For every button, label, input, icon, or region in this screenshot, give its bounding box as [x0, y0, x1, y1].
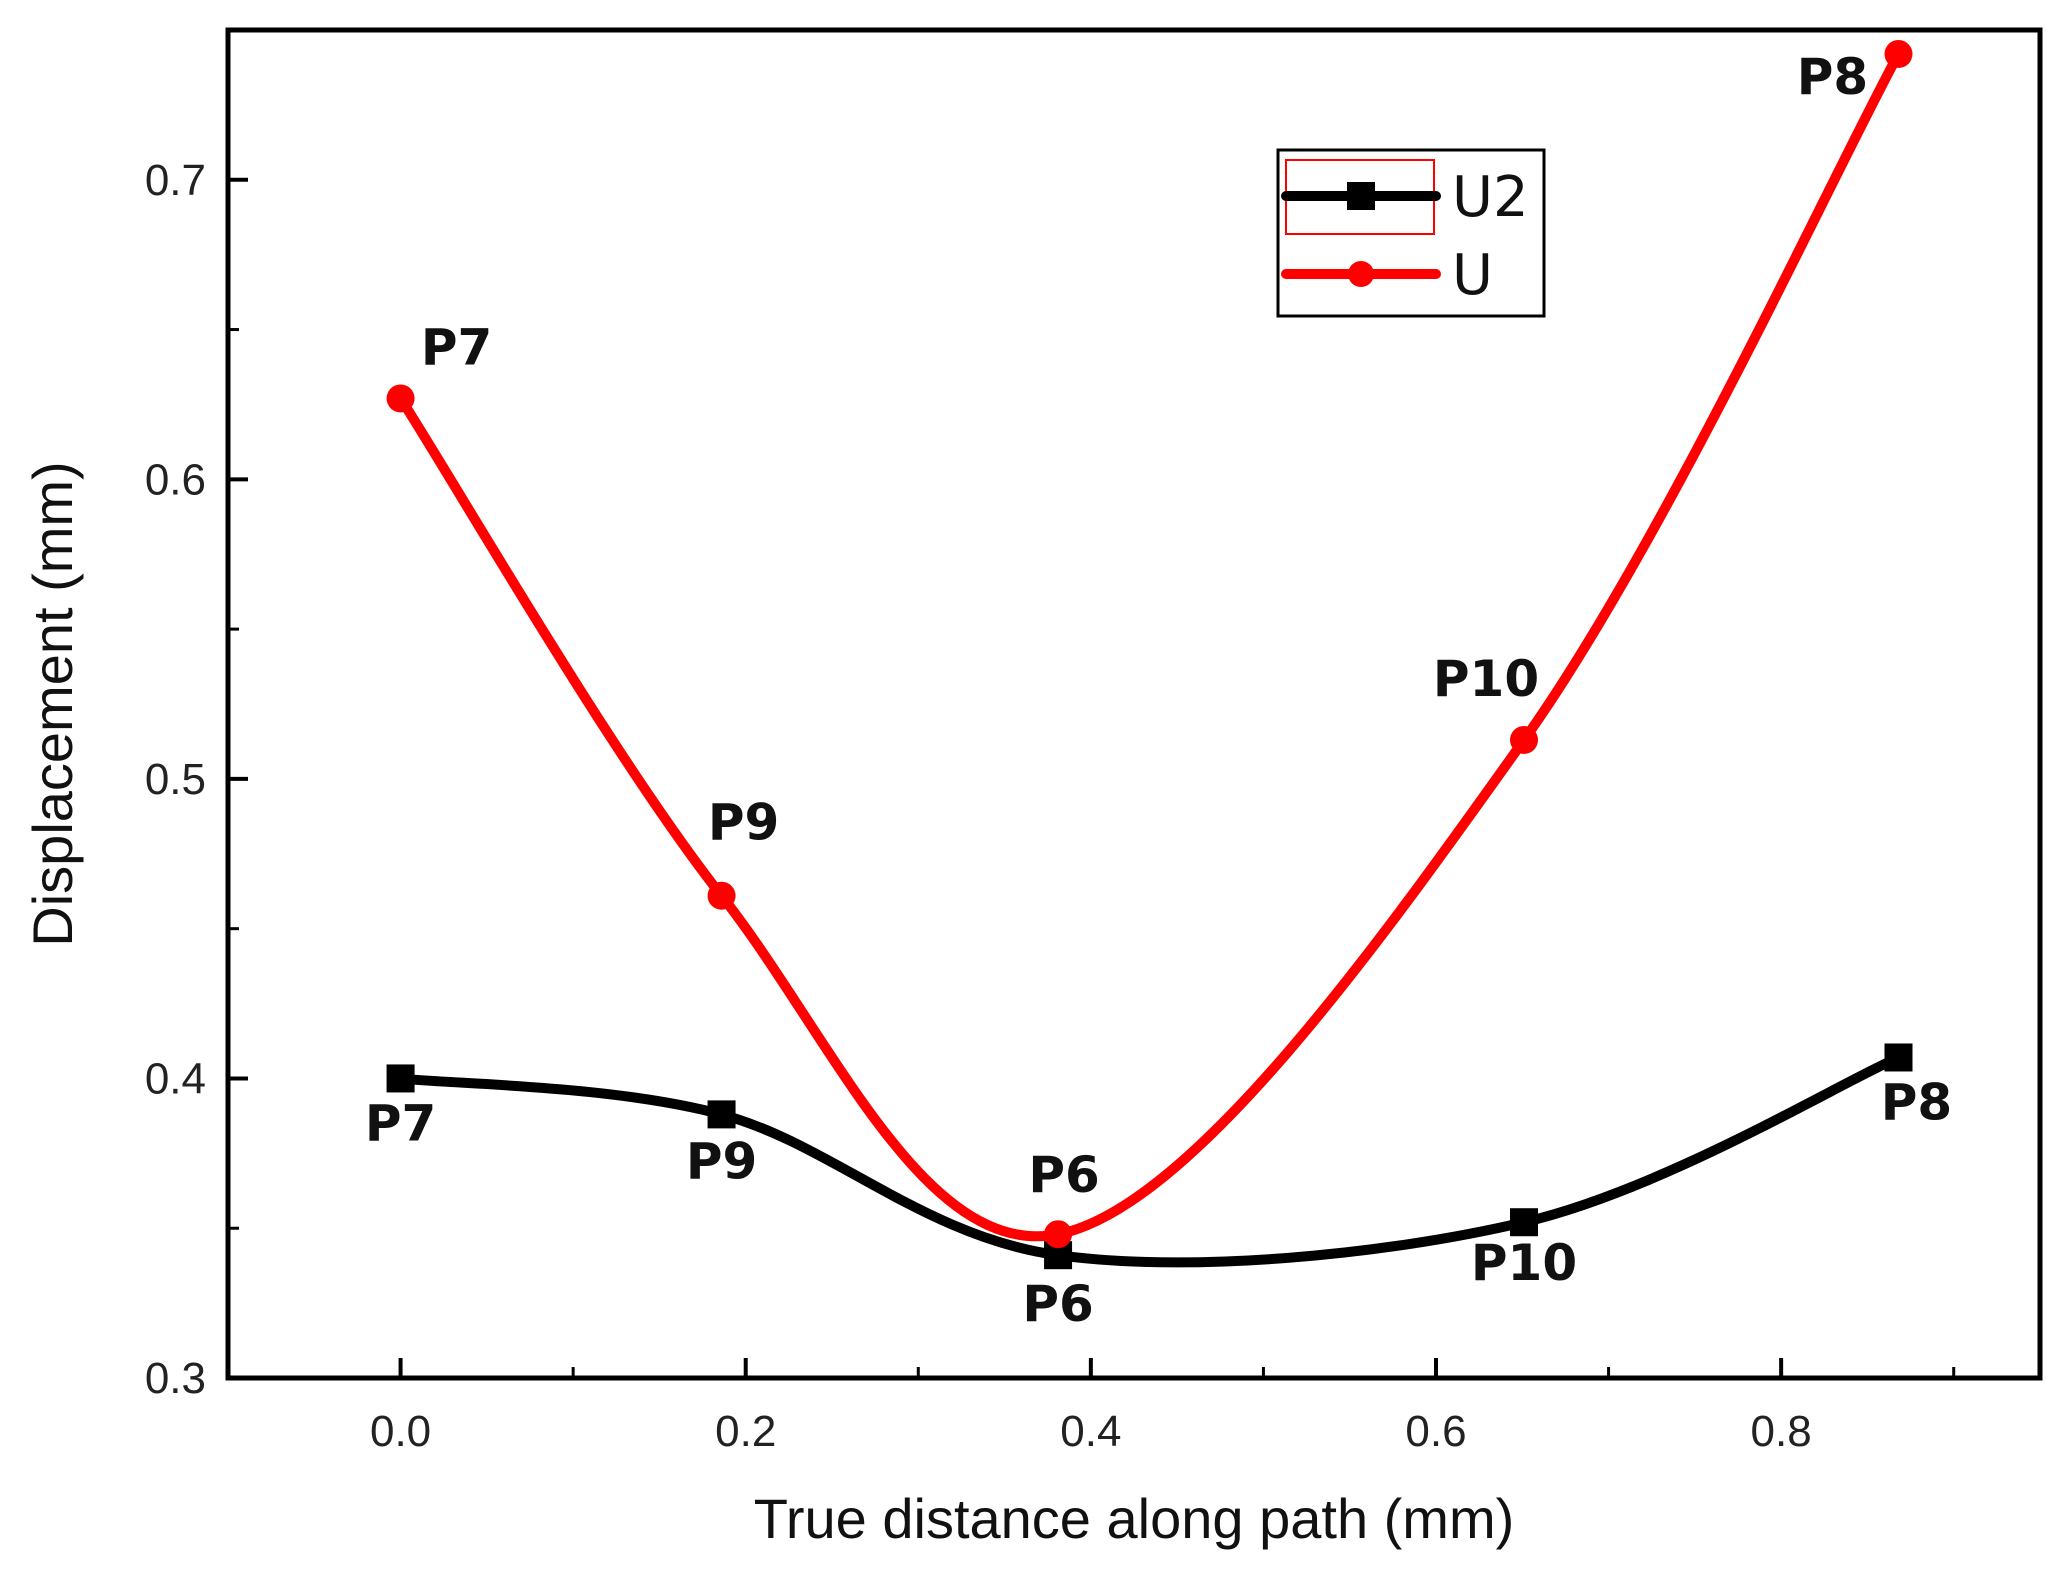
point-label-u2: P10 — [1471, 1234, 1577, 1292]
data-point-u2 — [1884, 1043, 1913, 1072]
point-label-u2: P7 — [365, 1094, 436, 1152]
point-label-u2: P6 — [1022, 1275, 1093, 1333]
y-axis-title: Displacement (mm) — [21, 461, 84, 946]
legend-label-u2: U2 — [1452, 165, 1529, 230]
point-label-u: P10 — [1433, 650, 1539, 708]
data-point-u — [1510, 725, 1539, 754]
series-curves — [395, 48, 1904, 1268]
series-markers — [386, 39, 1913, 1270]
data-point-u — [1884, 39, 1913, 68]
data-point-u2 — [707, 1100, 736, 1129]
point-label-u2: P8 — [1881, 1073, 1952, 1131]
legend: U2 U — [1276, 148, 1546, 318]
series-line-u2 — [395, 1052, 1904, 1268]
series-line-u — [395, 48, 1904, 1242]
x-tick-label: 0.2 — [715, 1407, 776, 1456]
legend-marker-u2 — [1347, 182, 1375, 210]
data-point-u2 — [386, 1064, 415, 1093]
plot-frame — [225, 27, 2043, 1381]
point-label-u2: P9 — [686, 1132, 757, 1190]
point-label-u: P9 — [708, 794, 779, 852]
y-tick-label: 0.7 — [145, 156, 206, 205]
axes: 0.0 0.2 0.4 0.6 0.8 0.3 0.4 0.5 0.6 0.7 — [145, 156, 1956, 1456]
point-labels: P7 P9 P6 P10 P8 P7 P9 P6 P10 P8 — [365, 48, 1952, 1333]
point-label-u: P7 — [421, 318, 492, 376]
data-point-u — [386, 384, 415, 413]
y-tick-label: 0.5 — [145, 755, 206, 804]
x-axis-title: True distance along path (mm) — [754, 1487, 1514, 1550]
y-tick-label: 0.6 — [145, 455, 206, 504]
x-tick-label: 0.4 — [1060, 1407, 1121, 1456]
x-tick-label: 0.6 — [1405, 1407, 1466, 1456]
data-point-u — [707, 881, 736, 910]
y-tick-label: 0.3 — [145, 1354, 206, 1403]
data-point-u — [1044, 1220, 1073, 1249]
legend-label-u: U — [1452, 243, 1493, 308]
x-tick-label: 0.0 — [370, 1407, 431, 1456]
data-point-u2 — [1510, 1208, 1539, 1237]
point-label-u: P8 — [1797, 48, 1868, 106]
point-label-u: P6 — [1028, 1146, 1099, 1204]
legend-marker-u — [1348, 261, 1374, 287]
y-tick-label: 0.4 — [145, 1054, 206, 1103]
x-tick-label: 0.8 — [1751, 1407, 1812, 1456]
